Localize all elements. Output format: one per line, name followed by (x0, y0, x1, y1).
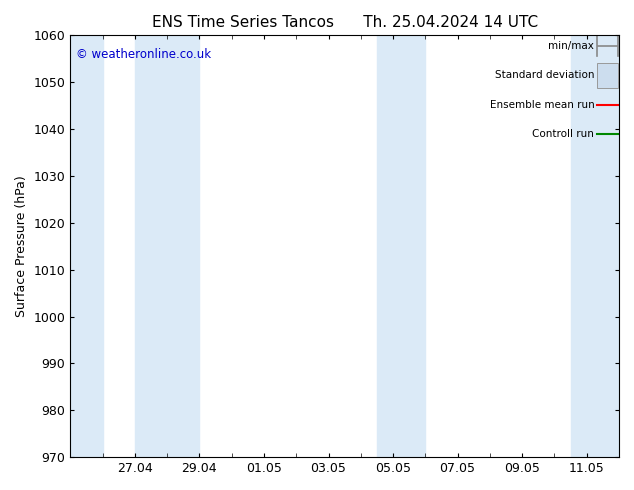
Text: Standard deviation: Standard deviation (495, 71, 594, 80)
Y-axis label: Surface Pressure (hPa): Surface Pressure (hPa) (15, 175, 28, 317)
Text: min/max: min/max (548, 41, 594, 51)
Bar (571, 35, 619, 457)
Text: Controll run: Controll run (533, 129, 594, 140)
Bar (135, 35, 200, 457)
Text: Ensemble mean run: Ensemble mean run (489, 100, 594, 110)
Bar (377, 35, 425, 457)
Bar (597, 63, 618, 88)
Bar (70, 35, 103, 457)
Title: ENS Time Series Tancos      Th. 25.04.2024 14 UTC: ENS Time Series Tancos Th. 25.04.2024 14… (152, 15, 538, 30)
Text: © weatheronline.co.uk: © weatheronline.co.uk (76, 48, 211, 61)
